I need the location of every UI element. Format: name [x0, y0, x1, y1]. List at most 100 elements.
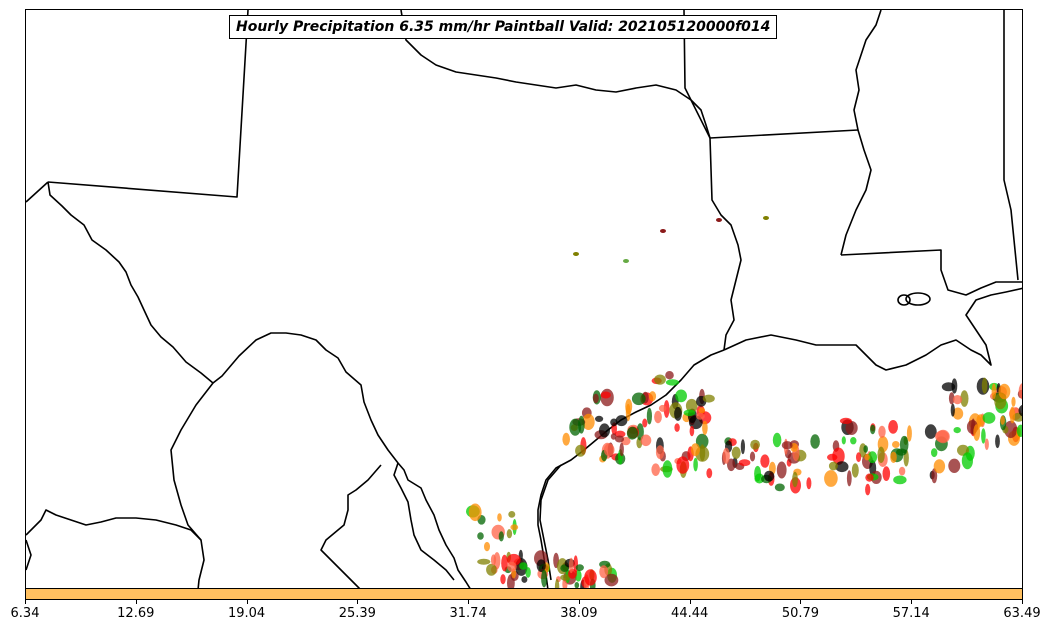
paintball-blob	[952, 395, 963, 405]
colorbar-tick	[246, 600, 248, 604]
paintball-blob	[738, 459, 751, 467]
colorbar-tick-label: 50.79	[781, 606, 820, 621]
paintball-blob	[521, 576, 528, 583]
paintball-blob	[828, 461, 838, 471]
colorbar-tick-label: 25.39	[338, 606, 376, 621]
paintball-blob	[749, 451, 756, 462]
paintball-blob	[841, 436, 846, 445]
paintball-blob	[899, 435, 909, 454]
paintball-blob	[948, 458, 961, 473]
paintball-blob	[562, 432, 570, 446]
paintball-blob	[995, 434, 1000, 449]
paintball-blob	[582, 413, 595, 430]
paintball-blob	[951, 378, 958, 394]
paintball-blob	[477, 558, 491, 565]
paintball-blob	[593, 393, 599, 404]
paintball-blob	[810, 434, 820, 449]
tx-la-border	[709, 137, 742, 351]
paintball-blob	[477, 532, 484, 540]
paintball-blob	[663, 400, 670, 418]
paintball-blob	[575, 564, 584, 571]
colorbar-tick-label: 6.34	[10, 606, 40, 621]
precipitation-paintballs	[466, 216, 1022, 588]
colorbar-tick-label: 19.04	[227, 606, 266, 621]
paintball-blob	[863, 445, 868, 453]
paintball-blob	[603, 443, 615, 457]
paintball-blob	[740, 439, 746, 455]
paintball-blob	[982, 412, 996, 424]
paintball-blob	[698, 407, 706, 414]
paintball-blob	[882, 466, 891, 481]
paintball-blob	[864, 454, 870, 461]
paintball-blob	[750, 439, 760, 450]
ar-la-border	[709, 129, 859, 139]
mexico-west-border	[26, 509, 202, 541]
paintball-blob	[648, 391, 657, 402]
paintball-blob	[991, 383, 997, 400]
paintball-blob	[654, 410, 662, 424]
paintball-blob	[906, 425, 912, 442]
lake-pontchartrain	[905, 292, 931, 306]
paintball-blob	[865, 483, 871, 496]
louisiana-coast	[723, 287, 1022, 371]
paintball-blob	[764, 470, 775, 482]
colorbar-tick	[468, 600, 470, 604]
paintball-blob	[676, 456, 690, 474]
paintball-blob	[578, 415, 585, 434]
mexico-west-border-2	[26, 181, 49, 203]
paintball-blob	[948, 392, 955, 405]
paintball-blob	[702, 420, 708, 435]
paintball-blob	[685, 398, 698, 413]
colorbar-tick-label: 44.44	[671, 606, 709, 621]
colorbar-tick	[689, 600, 691, 604]
paintball-blob	[867, 451, 878, 464]
paintball-blob	[665, 379, 680, 386]
paintball-blob	[952, 407, 964, 420]
paintball-blob	[574, 582, 580, 588]
paintball-blob	[690, 443, 701, 457]
paintball-blob	[772, 432, 782, 448]
paintball-blob	[935, 430, 949, 443]
ms-al-border	[1003, 10, 1019, 281]
paintball-blob	[806, 477, 812, 490]
paintball-blob	[646, 407, 653, 425]
paintball-blob	[575, 444, 586, 457]
paintball-blob	[519, 562, 528, 570]
paintball-blob	[1009, 406, 1016, 424]
paintball-blob	[614, 435, 625, 443]
paintball-blob	[541, 569, 548, 588]
paintball-blob	[981, 377, 988, 394]
paintball-blob	[846, 470, 852, 487]
map-panel: Hourly Precipitation 6.35 mm/hr Paintbal…	[25, 9, 1023, 589]
paintball-blob	[950, 403, 955, 417]
paintball-blob	[731, 446, 741, 459]
colorbar-tick-label: 57.14	[892, 606, 930, 621]
colorbar-tick	[911, 600, 913, 604]
paintball-blob	[763, 216, 769, 220]
mexico-state-border-3	[393, 462, 455, 581]
paintball-blob	[675, 389, 687, 403]
paintball-blob	[702, 394, 715, 403]
paintball-blob	[658, 404, 667, 412]
barrier-island	[539, 464, 562, 581]
paintball-blob	[998, 383, 1011, 400]
paintball-blob	[851, 463, 859, 478]
paintball-blob	[508, 511, 516, 518]
colorbar-tick	[25, 600, 26, 604]
paintball-blob	[651, 463, 660, 477]
paintball-blob	[501, 554, 508, 572]
mississippi-river	[840, 10, 882, 256]
paintball-blob	[506, 529, 513, 539]
paintball-blob	[832, 447, 845, 465]
paintball-blob	[973, 424, 981, 441]
paintball-blob	[856, 452, 862, 463]
paintball-blob	[1011, 396, 1016, 407]
lake-maurepas	[897, 294, 911, 306]
paintball-blob	[674, 423, 680, 432]
paintball-blob	[631, 392, 646, 406]
colorbar-tick-label: 31.74	[449, 606, 487, 621]
paintball-blob	[604, 573, 619, 587]
texas-border	[47, 10, 471, 588]
colorbar-tick-label: 38.09	[560, 606, 598, 621]
paintball-blob	[706, 468, 713, 479]
